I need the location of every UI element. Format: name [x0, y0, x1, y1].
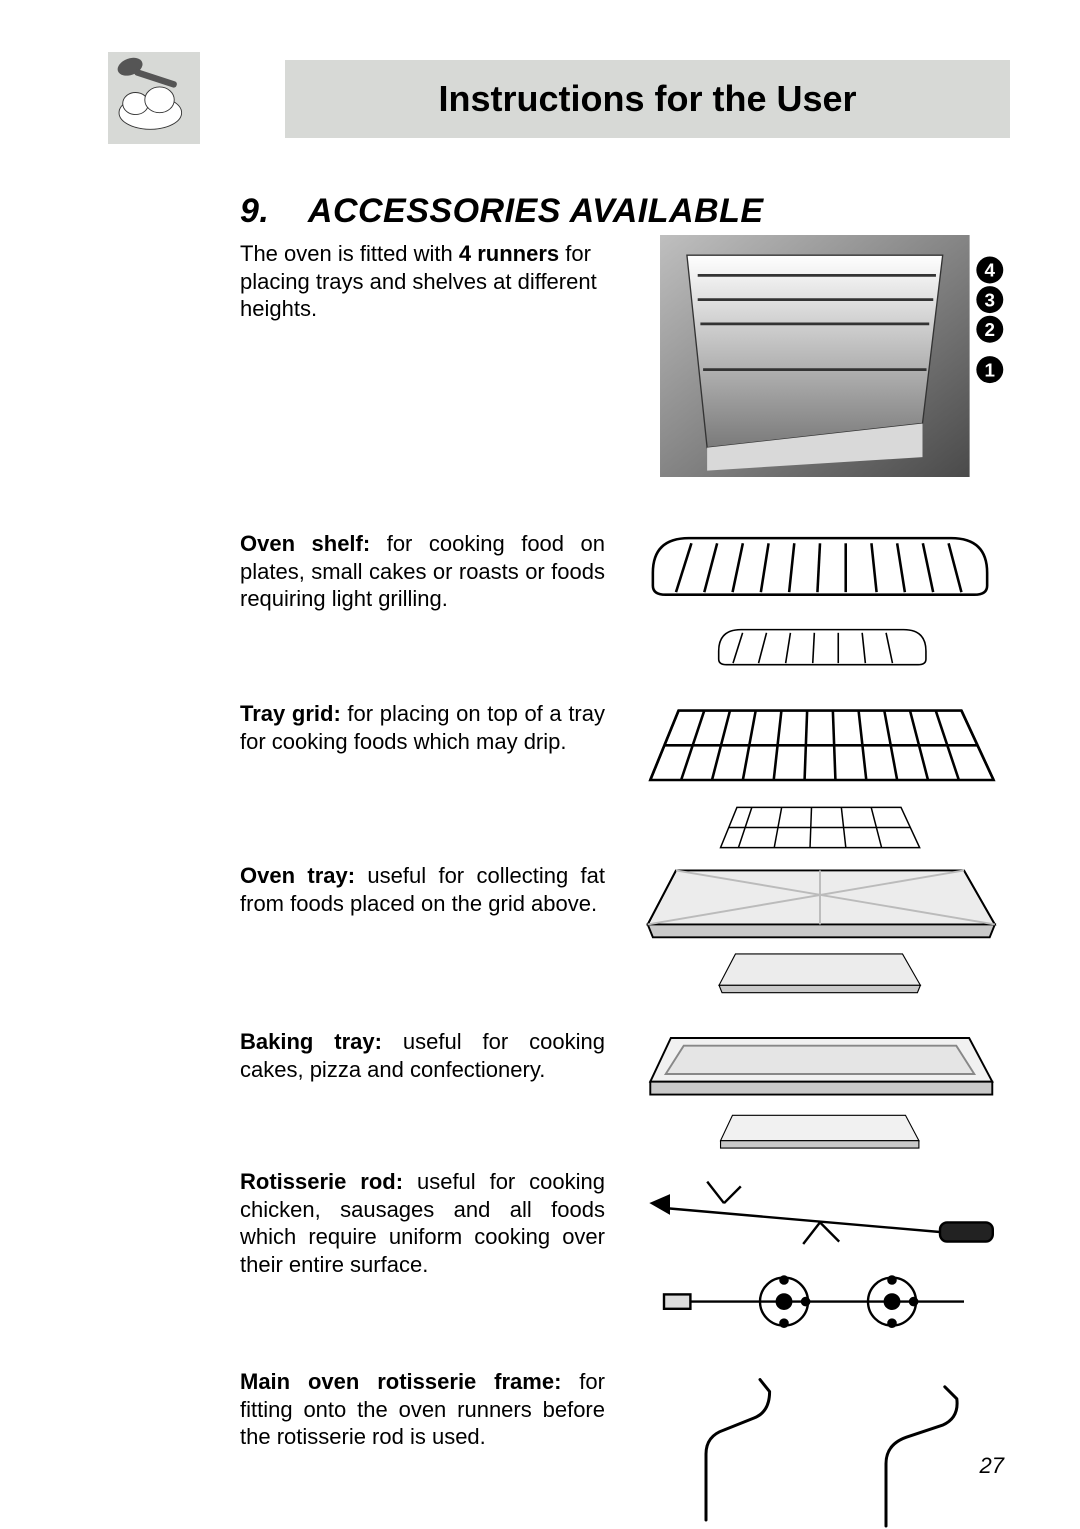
- figure-oven-shelf: [640, 515, 1000, 687]
- accessory-label: Oven tray:: [240, 863, 355, 888]
- accessory-oven-tray: Oven tray: useful for collecting fat fro…: [240, 862, 605, 917]
- runner-badge-3: 3: [985, 289, 995, 310]
- runner-badge-1: 1: [985, 359, 995, 380]
- accessory-label: Oven shelf:: [240, 531, 370, 556]
- accessory-rotisserie-rod: Rotisserie rod: useful for cooking chick…: [240, 1168, 605, 1278]
- intro-bold: 4 runners: [459, 241, 559, 266]
- section-title: 9. ACCESSORIES AVAILABLE: [240, 192, 764, 231]
- figure-oven-tray: [640, 855, 1000, 1014]
- page-number: 27: [980, 1453, 1004, 1479]
- accessory-main-oven-rotisserie-frame: Main oven rotisserie frame: for fitting …: [240, 1368, 605, 1451]
- accessory-label: Main oven rotisserie frame:: [240, 1369, 561, 1394]
- intro-text: The oven is fitted with 4 runners for pl…: [240, 240, 605, 323]
- accessory-label: Rotisserie rod:: [240, 1169, 403, 1194]
- header-title: Instructions for the User: [438, 78, 856, 120]
- figure-rotisserie-frame: [640, 1370, 1000, 1529]
- intro-pre: The oven is fitted with: [240, 241, 459, 266]
- accessory-oven-shelf: Oven shelf: for cooking food on plates, …: [240, 530, 605, 613]
- accessory-label: Baking tray:: [240, 1029, 382, 1054]
- figure-rotisserie-rod: [640, 1160, 1000, 1369]
- header-bar: Instructions for the User: [285, 60, 1010, 138]
- figure-tray-grid: [640, 690, 1000, 875]
- section-number: 9.: [240, 192, 269, 230]
- runner-badge-4: 4: [985, 260, 996, 281]
- figure-oven-runners: 4 3 2 1: [660, 235, 1010, 482]
- spoon-cloud-icon: [108, 52, 200, 144]
- accessory-baking-tray: Baking tray: useful for cooking cakes, p…: [240, 1028, 605, 1083]
- figure-baking-tray: [640, 1020, 1000, 1179]
- page-root: Instructions for the User 9. ACCESSORIES…: [0, 0, 1080, 1529]
- accessory-label: Tray grid:: [240, 701, 341, 726]
- accessory-tray-grid: Tray grid: for placing on top of a tray …: [240, 700, 605, 755]
- runner-badge-2: 2: [985, 319, 995, 340]
- section-heading: ACCESSORIES AVAILABLE: [308, 192, 764, 230]
